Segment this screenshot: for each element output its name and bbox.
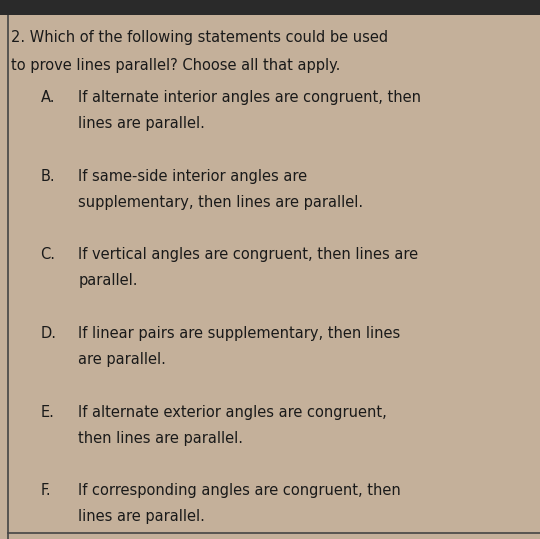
Text: D.: D. <box>40 326 57 341</box>
Text: are parallel.: are parallel. <box>78 352 166 367</box>
Text: If alternate exterior angles are congruent,: If alternate exterior angles are congrue… <box>78 405 387 420</box>
Text: lines are parallel.: lines are parallel. <box>78 116 205 131</box>
Text: If corresponding angles are congruent, then: If corresponding angles are congruent, t… <box>78 483 401 499</box>
Text: supplementary, then lines are parallel.: supplementary, then lines are parallel. <box>78 195 363 210</box>
Text: If same-side interior angles are: If same-side interior angles are <box>78 169 307 184</box>
Text: A.: A. <box>40 90 55 105</box>
Text: F.: F. <box>40 483 51 499</box>
Text: If alternate interior angles are congruent, then: If alternate interior angles are congrue… <box>78 90 421 105</box>
Text: B.: B. <box>40 169 55 184</box>
Text: then lines are parallel.: then lines are parallel. <box>78 431 244 446</box>
Text: 2. Which of the following statements could be used: 2. Which of the following statements cou… <box>11 30 388 45</box>
Text: If vertical angles are congruent, then lines are: If vertical angles are congruent, then l… <box>78 247 418 262</box>
Text: parallel.: parallel. <box>78 273 138 288</box>
Text: E.: E. <box>40 405 55 420</box>
Text: If linear pairs are supplementary, then lines: If linear pairs are supplementary, then … <box>78 326 401 341</box>
Text: to prove lines parallel? Choose all that apply.: to prove lines parallel? Choose all that… <box>11 58 340 73</box>
Text: lines are parallel.: lines are parallel. <box>78 509 205 524</box>
FancyBboxPatch shape <box>0 0 540 15</box>
Text: C.: C. <box>40 247 56 262</box>
